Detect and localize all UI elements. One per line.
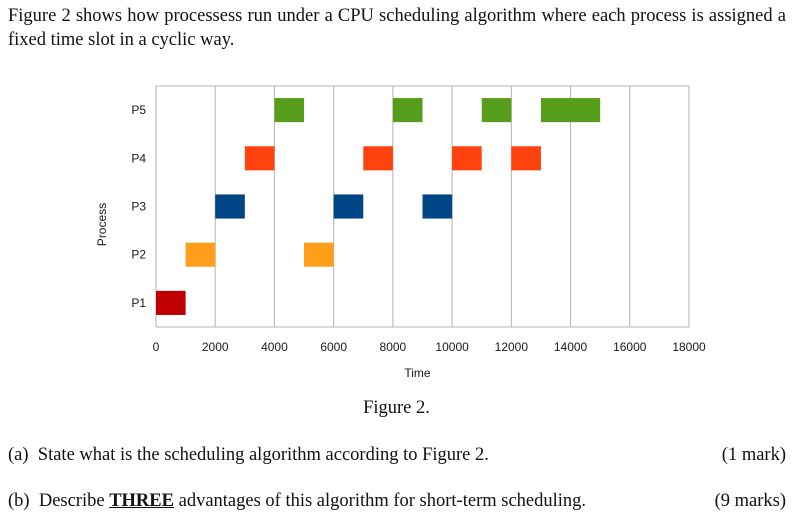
x-tick-label: 14000 — [554, 340, 588, 354]
intro-paragraph: Figure 2 shows how processess run under … — [8, 6, 786, 50]
bar-p4 — [363, 146, 393, 171]
bar-p2 — [185, 242, 216, 267]
question-b-emphasis: THREE — [109, 491, 174, 511]
chart-bars — [156, 98, 601, 315]
x-tick-label: 2000 — [202, 340, 229, 354]
question-a-marks: (1 mark) — [721, 445, 786, 465]
bar-p1 — [156, 290, 186, 315]
y-axis-title: Process — [95, 203, 109, 246]
x-tick-labels: 0 2000 4000 6000 8000 10000 12000 14000 16000 180… — [153, 340, 706, 354]
y-tick-labels: P1 P2 P3 P4 P5 — [131, 103, 146, 310]
x-tick-label: 18000 — [672, 340, 706, 354]
gantt-chart: P1 P2 P3 P4 P5 0 2000 4000 6000 8000 10000 12000 14… — [95, 85, 706, 380]
bar-p5 — [274, 98, 305, 123]
y-tick-label: P1 — [131, 296, 146, 310]
bar-p3 — [333, 194, 364, 219]
bar-p4 — [452, 146, 482, 171]
x-tick-label: 8000 — [380, 340, 407, 354]
x-axis-title: Time — [404, 366, 431, 380]
figure-caption: Figure 2. — [363, 398, 430, 418]
bar-p4 — [511, 146, 541, 171]
question-b: (b) Describe THREE advantages of this al… — [8, 491, 786, 512]
x-tick-label: 0 — [153, 340, 160, 354]
y-tick-label: P4 — [131, 151, 146, 165]
x-tick-label: 10000 — [435, 340, 469, 354]
question-a-text: (a) State what is the scheduling algorit… — [8, 445, 489, 466]
bar-p3 — [215, 194, 245, 219]
x-tick-label: 12000 — [495, 340, 529, 354]
bar-p3 — [422, 194, 453, 219]
question-b-text: (b) Describe THREE advantages of this al… — [8, 491, 586, 512]
question-b-body-start: Describe — [38, 491, 110, 511]
bar-p2 — [304, 242, 334, 267]
chart-gridlines — [155, 85, 690, 328]
bar-p5 — [540, 98, 601, 123]
question-a-label: (a) — [8, 445, 29, 465]
question-a: (a) State what is the scheduling algorit… — [8, 445, 786, 466]
x-tick-label: 4000 — [261, 340, 288, 354]
question-a-body: State what is the scheduling algorithm a… — [37, 445, 489, 465]
x-tick-label: 6000 — [320, 340, 347, 354]
bar-p4 — [244, 146, 275, 171]
y-tick-label: P3 — [131, 200, 146, 214]
y-tick-label: P5 — [131, 103, 146, 117]
question-b-marks: (9 marks) — [714, 491, 786, 511]
bar-p5 — [481, 98, 512, 123]
question-b-body-end: advantages of this algorithm for short-t… — [173, 491, 587, 511]
question-b-label: (b) — [8, 491, 30, 511]
bar-p5 — [392, 98, 423, 123]
y-tick-label: P2 — [131, 248, 146, 262]
x-tick-label: 16000 — [613, 340, 647, 354]
